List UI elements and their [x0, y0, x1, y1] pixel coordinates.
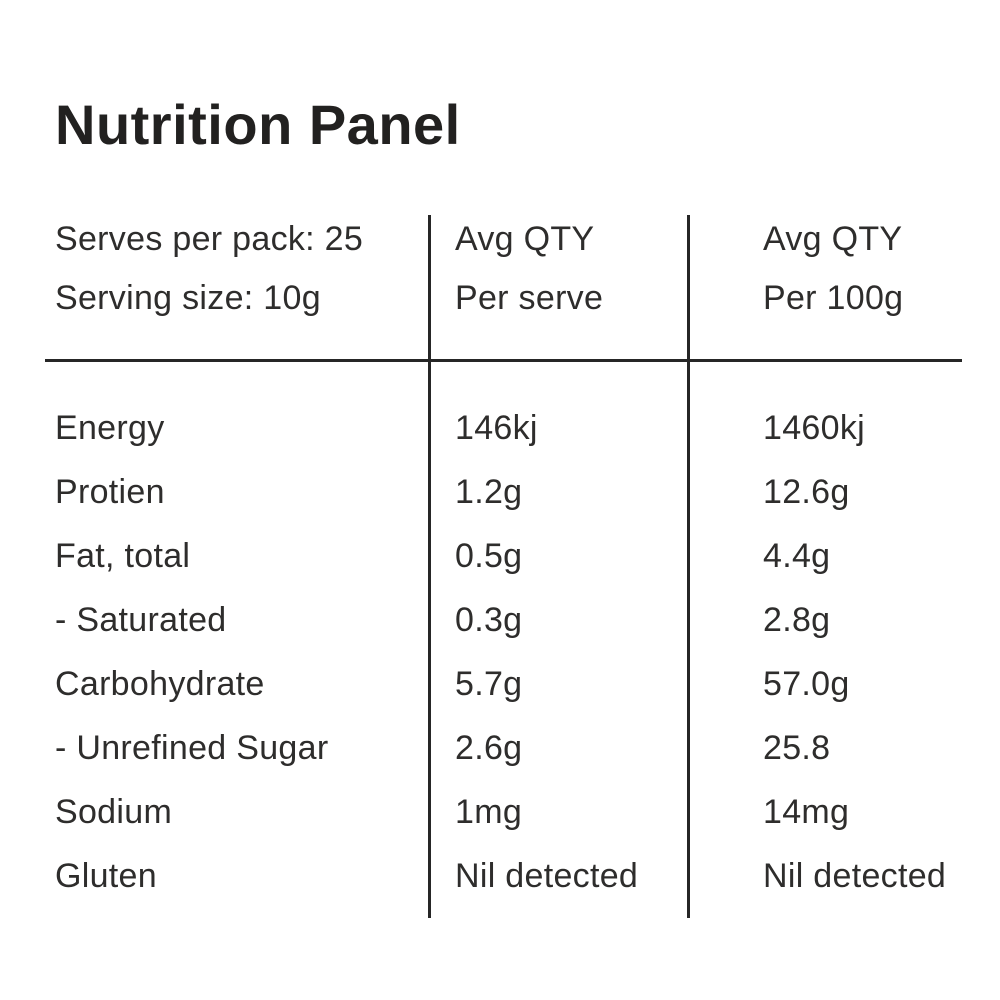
value-per-serve: 1.2g: [455, 473, 523, 511]
value-per-100g: 57.0g: [763, 665, 850, 703]
per-100g-column-header-line2: Per 100g: [763, 279, 904, 317]
per-100g-column-header-line1: Avg QTY: [763, 220, 903, 258]
table-row: Protien 1.2g 12.6g: [0, 460, 1000, 524]
per-serve-column-header-line1: Avg QTY: [455, 220, 595, 258]
value-per-100g: 1460kj: [763, 409, 865, 447]
serving-size-label: Serving size: 10g: [55, 279, 321, 317]
nutrient-label: Sodium: [55, 793, 173, 831]
serves-per-pack-label: Serves per pack: 25: [55, 220, 364, 258]
value-per-serve: 5.7g: [455, 665, 523, 703]
table-row: Energy 146kj 1460kj: [0, 396, 1000, 460]
nutrient-label: Fat, total: [55, 537, 191, 575]
table-row: Carbohydrate 5.7g 57.0g: [0, 652, 1000, 716]
value-per-100g: 4.4g: [763, 537, 831, 575]
nutrient-label: Protien: [55, 473, 165, 511]
page-title: Nutrition Panel: [55, 93, 461, 156]
table-body: Energy 146kj 1460kj Protien 1.2g 12.6g Fat, to…: [0, 396, 1000, 908]
table-row: - Saturated 0.3g 2.8g: [0, 588, 1000, 652]
table-divider-horizontal: [45, 359, 962, 362]
value-per-serve: 0.5g: [455, 537, 523, 575]
nutrient-label: - Unrefined Sugar: [55, 729, 329, 767]
per-serve-column-header-line2: Per serve: [455, 279, 604, 317]
value-per-100g: 2.8g: [763, 601, 831, 639]
table-row: - Unrefined Sugar 2.6g 25.8: [0, 716, 1000, 780]
nutrient-label: Carbohydrate: [55, 665, 265, 703]
value-per-100g: 25.8: [763, 729, 831, 767]
table-divider-vertical-2: [687, 215, 690, 918]
value-per-100g: 12.6g: [763, 473, 850, 511]
table-row: Fat, total 0.5g 4.4g: [0, 524, 1000, 588]
nutrient-label: Energy: [55, 409, 165, 447]
value-per-serve: 0.3g: [455, 601, 523, 639]
value-per-100g: Nil detected: [763, 857, 947, 895]
value-per-serve: 2.6g: [455, 729, 523, 767]
value-per-serve: 1mg: [455, 793, 523, 831]
value-per-serve: Nil detected: [455, 857, 639, 895]
table-divider-vertical-1: [428, 215, 431, 918]
table-header: Serves per pack: 25 Avg QTY Avg QTY Serv…: [0, 210, 1000, 328]
value-per-serve: 146kj: [455, 409, 538, 447]
nutrient-label: - Saturated: [55, 601, 227, 639]
nutrient-label: Gluten: [55, 857, 157, 895]
table-row: Gluten Nil detected Nil detected: [0, 844, 1000, 908]
table-row: Sodium 1mg 14mg: [0, 780, 1000, 844]
value-per-100g: 14mg: [763, 793, 850, 831]
